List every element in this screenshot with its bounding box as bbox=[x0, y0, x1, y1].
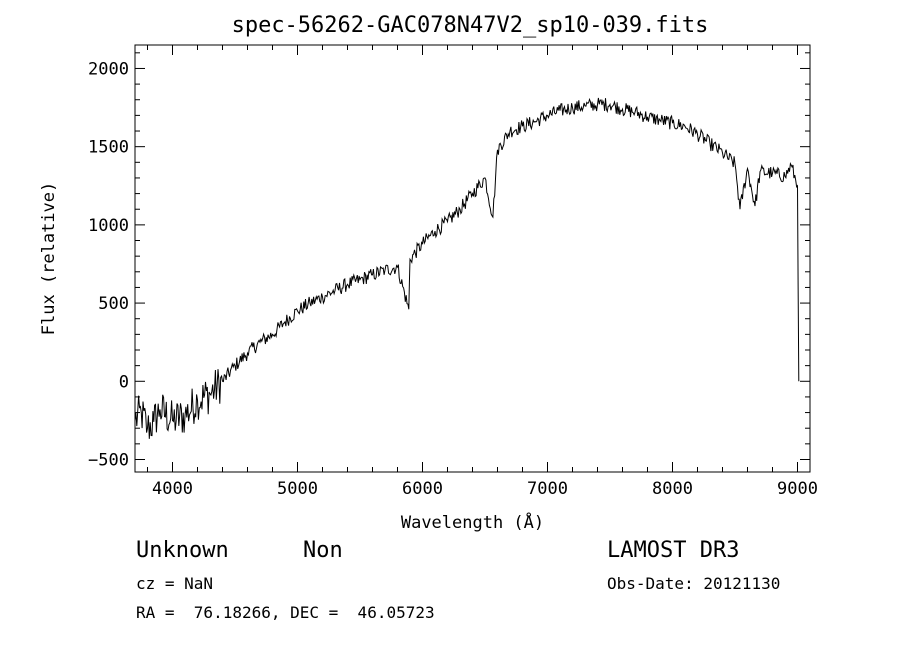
x-tick-label: 4000 bbox=[152, 479, 193, 499]
plot-area: 4000 5000 6000 7000 8000 9000 −500 0 500 1000 1500… bbox=[88, 44, 818, 499]
y-tick-label: 2000 bbox=[88, 59, 129, 79]
obs-date-label: Obs-Date: 20121130 bbox=[607, 574, 781, 593]
object-class-label: Unknown bbox=[136, 538, 229, 563]
y-tick-label: −500 bbox=[88, 450, 129, 470]
y-tick-label: 1500 bbox=[88, 138, 129, 158]
y-axis-label: Flux (relative) bbox=[39, 182, 59, 336]
x-tick-label: 8000 bbox=[652, 479, 693, 499]
x-tick-label: 9000 bbox=[777, 479, 818, 499]
y-tick-label: 500 bbox=[98, 294, 129, 314]
x-tick-label: 5000 bbox=[277, 479, 318, 499]
x-tick-label: 7000 bbox=[527, 479, 568, 499]
subclass-label: Non bbox=[303, 538, 343, 563]
x-axis-label: Wavelength (Å) bbox=[401, 511, 544, 533]
spectrum-line bbox=[134, 97, 800, 439]
y-tick-label: 0 bbox=[119, 372, 129, 392]
survey-label: LAMOST DR3 bbox=[607, 538, 740, 563]
plot-frame bbox=[134, 44, 811, 473]
y-tick-label: 1000 bbox=[88, 216, 129, 236]
coords-label: RA = 76.18266, DEC = 46.05723 bbox=[136, 603, 435, 622]
cz-label: cz = NaN bbox=[136, 574, 214, 593]
x-tick-label: 6000 bbox=[402, 479, 443, 499]
chart-title: spec-56262-GAC078N47V2_sp10-039.fits bbox=[232, 13, 709, 38]
